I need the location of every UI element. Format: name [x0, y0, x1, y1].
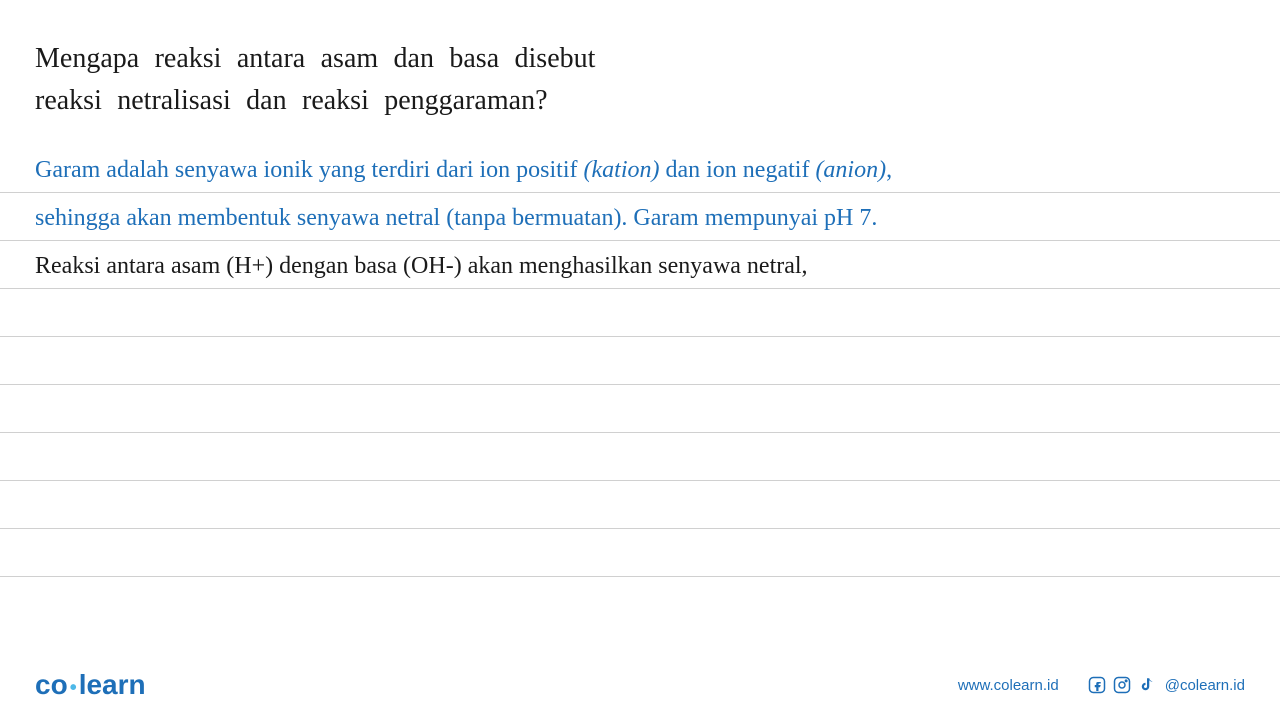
empty-line	[0, 289, 1280, 337]
answer-line-2: sehingga akan membentuk senyawa netral (…	[0, 193, 1280, 241]
footer: co • learn www.colearn.id	[0, 650, 1280, 720]
tiktok-icon	[1137, 675, 1157, 695]
question-area: Mengapa reaksi antara asam dan basa dise…	[0, 0, 1280, 122]
empty-line	[0, 433, 1280, 481]
social-handle: @colearn.id	[1165, 677, 1245, 694]
website-url: www.colearn.id	[958, 677, 1059, 694]
answer-text-2: sehingga akan membentuk senyawa netral (…	[35, 203, 877, 234]
logo-part-2: learn	[79, 669, 146, 701]
logo-dot-icon: •	[70, 677, 77, 700]
brand-logo: co • learn	[35, 669, 146, 701]
empty-line	[0, 385, 1280, 433]
question-text: Mengapa reaksi antara asam dan basa dise…	[35, 38, 1245, 122]
empty-line	[0, 481, 1280, 529]
facebook-icon	[1087, 675, 1107, 695]
social-icons	[1087, 675, 1157, 695]
answer-text-3: Reaksi antara asam (H+) dengan basa (OH-…	[35, 251, 808, 282]
question-line-1: Mengapa reaksi antara asam dan basa dise…	[35, 43, 595, 74]
footer-right: www.colearn.id	[958, 675, 1245, 695]
answer-line-1: Garam adalah senyawa ionik yang terdiri …	[0, 145, 1280, 193]
social-group: @colearn.id	[1087, 675, 1245, 695]
answer-lined-area: Garam adalah senyawa ionik yang terdiri …	[0, 145, 1280, 577]
answer-text-1: Garam adalah senyawa ionik yang terdiri …	[35, 155, 892, 186]
logo-part-1: co	[35, 669, 68, 701]
instagram-icon	[1112, 675, 1132, 695]
empty-line	[0, 337, 1280, 385]
question-line-2: reaksi netralisasi dan reaksi penggarama…	[35, 85, 548, 116]
empty-line	[0, 529, 1280, 577]
answer-line-3: Reaksi antara asam (H+) dengan basa (OH-…	[0, 241, 1280, 289]
